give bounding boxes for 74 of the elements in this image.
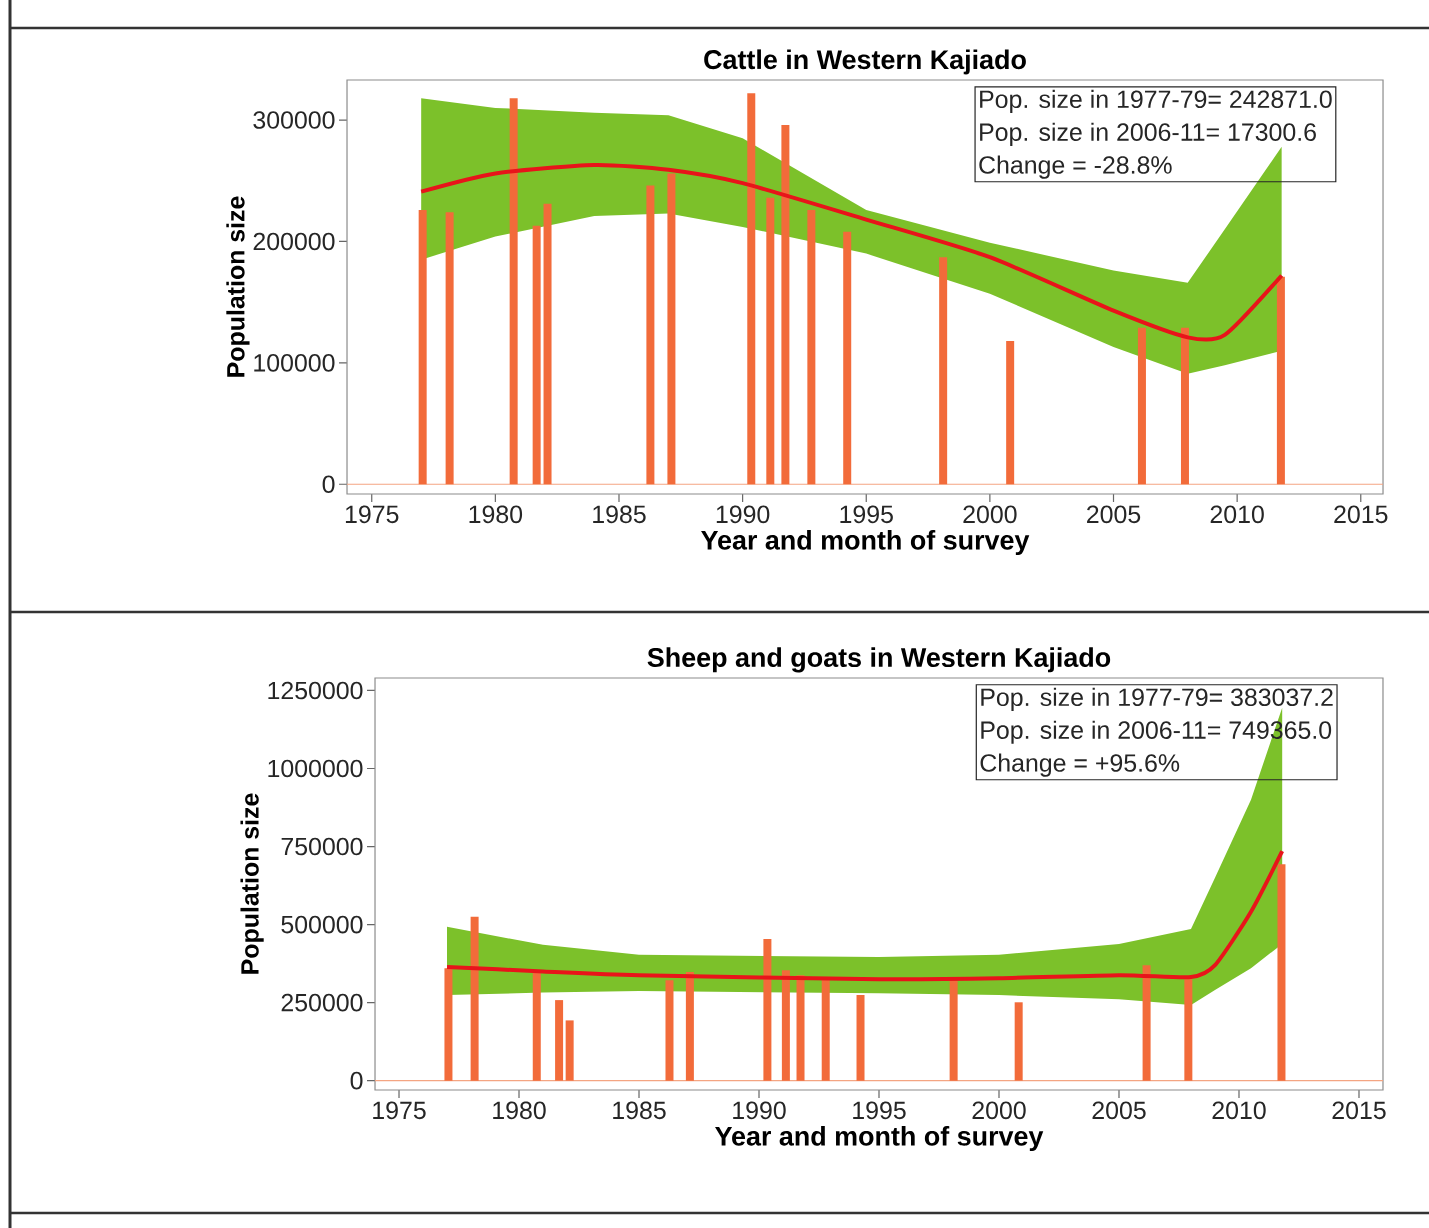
x-tick-label: 2005 <box>1087 505 1141 524</box>
x-tick-label: 1995 <box>840 505 893 524</box>
bar <box>856 995 865 1081</box>
bar <box>821 979 830 1081</box>
x-tick-label: 1980 <box>493 1101 546 1120</box>
bar <box>796 975 805 1081</box>
x-tick-label: 1980 <box>469 505 523 524</box>
bar <box>1014 1002 1023 1081</box>
bar <box>781 124 790 485</box>
bar <box>781 970 790 1081</box>
x-tick-label: 2000 <box>963 505 1017 524</box>
x-axis-title: Year and month of survey <box>715 1125 1044 1152</box>
line-series <box>445 849 1285 982</box>
bar <box>543 203 552 485</box>
bar <box>843 231 852 485</box>
y-tick-label: 500000 <box>281 915 363 934</box>
x-tick-label: 2010 <box>1210 505 1264 524</box>
bar <box>1276 276 1285 485</box>
x-tick-label: 2010 <box>1212 1101 1266 1120</box>
bar <box>807 209 816 485</box>
x-tick-label: 1990 <box>716 505 770 524</box>
y-tick-label: 0 <box>322 475 335 494</box>
bar <box>1277 864 1286 1081</box>
bar <box>665 980 674 1081</box>
bar <box>1184 979 1193 1081</box>
y-axis-title: Population size <box>240 793 264 974</box>
y-tick-label: 200000 <box>253 232 335 251</box>
bar <box>1180 327 1189 485</box>
x-tick-label: 2005 <box>1092 1101 1146 1120</box>
annotation: Pop. size in 2006-11= 17300.6 <box>980 122 1316 146</box>
x-tick-label: 2000 <box>972 1101 1026 1120</box>
bar <box>667 173 676 485</box>
y-tick-label: 1250000 <box>268 681 363 700</box>
y-tick-label: 750000 <box>281 837 363 856</box>
x-tick-label: 1985 <box>613 1101 666 1120</box>
annotation: Change = +95.6% <box>980 753 1180 777</box>
chart-title: Sheep and goats in Western Kajiado <box>647 647 1111 673</box>
bar <box>646 185 655 485</box>
y-tick-label: 100000 <box>254 354 335 372</box>
x-tick-label: 2015 <box>1332 1101 1386 1120</box>
x-axis-title: Year and month of survey <box>701 529 1030 556</box>
x-tick-label: 1975 <box>373 1101 426 1120</box>
x-tick-label: 1975 <box>345 505 399 524</box>
y-tick-label: 250000 <box>281 993 363 1012</box>
y-tick-label: 300000 <box>253 111 335 129</box>
bar <box>685 972 694 1081</box>
y-tick-label: 0 <box>350 1071 363 1090</box>
x-tick-label: 1990 <box>733 1101 786 1120</box>
bar <box>470 916 479 1081</box>
bar <box>939 257 948 485</box>
y-axis-title: Population size <box>226 196 250 377</box>
y-tick-label: 1000000 <box>268 759 363 778</box>
bar <box>766 197 775 485</box>
bar <box>532 225 541 485</box>
annotation: Pop. size in 1977-79= 242871.0 <box>980 89 1332 114</box>
x-tick-label: 2015 <box>1334 505 1388 524</box>
annotation: Change = -28.8% <box>979 155 1172 179</box>
bar <box>532 972 541 1081</box>
bar <box>949 980 958 1081</box>
bar <box>763 938 772 1081</box>
x-tick-label: 1995 <box>853 1101 906 1120</box>
bar <box>418 209 427 485</box>
annotation: Pop. size in 1977-79= 383037.2 <box>981 687 1333 711</box>
bar <box>1137 327 1146 485</box>
x-tick-label: 1985 <box>593 505 646 524</box>
bar <box>555 1000 564 1081</box>
bar <box>445 212 454 485</box>
bar <box>565 1020 574 1081</box>
bar <box>1142 965 1151 1081</box>
bar <box>509 98 518 485</box>
bar <box>747 93 756 485</box>
bar <box>444 968 453 1081</box>
chart-title: Cattle in Western Kajiado <box>704 49 1026 75</box>
bar <box>1006 341 1015 485</box>
